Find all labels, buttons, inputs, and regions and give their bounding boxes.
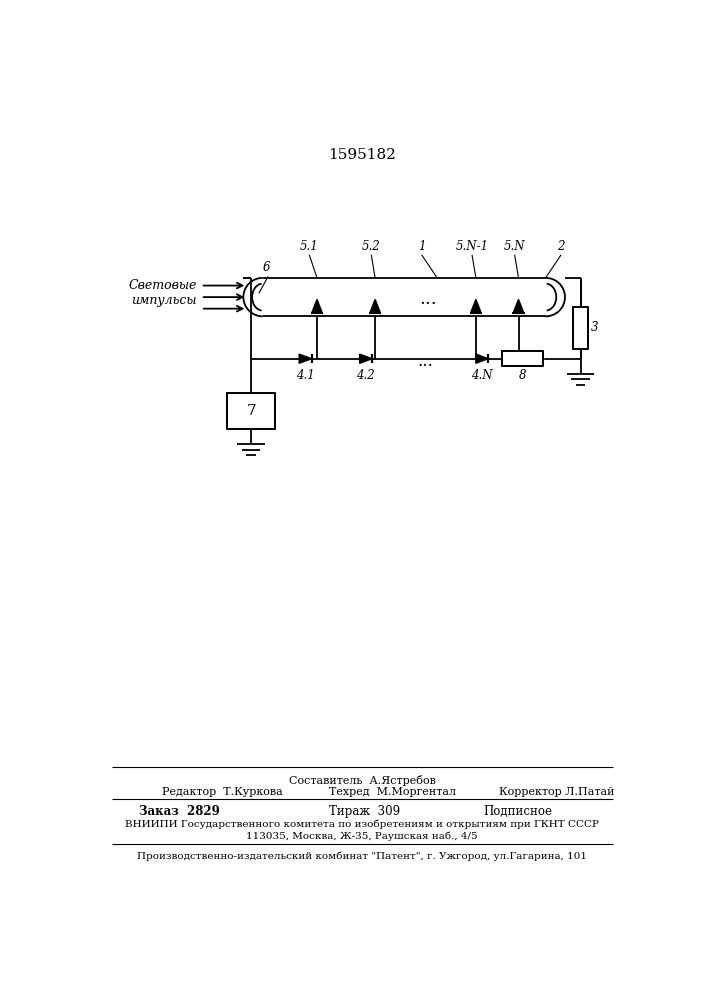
- Polygon shape: [312, 299, 322, 313]
- Text: ...: ...: [418, 353, 433, 370]
- Text: Составитель  А.Ястребов: Составитель А.Ястребов: [288, 774, 436, 786]
- Polygon shape: [370, 299, 380, 313]
- Text: 113035, Москва, Ж-35, Раушская наб., 4/5: 113035, Москва, Ж-35, Раушская наб., 4/5: [246, 831, 478, 841]
- Text: 1595182: 1595182: [328, 148, 396, 162]
- Text: Техред  М.Моргентал: Техред М.Моргентал: [329, 787, 455, 797]
- Polygon shape: [502, 351, 542, 366]
- Text: 5.N-1: 5.N-1: [455, 240, 489, 253]
- Polygon shape: [360, 354, 372, 363]
- Text: 1: 1: [418, 240, 426, 253]
- Text: 5.1: 5.1: [300, 240, 319, 253]
- Text: Подписное: Подписное: [484, 805, 553, 818]
- Polygon shape: [227, 393, 275, 429]
- Polygon shape: [513, 299, 524, 313]
- Text: Световые
импульсы: Световые импульсы: [129, 279, 197, 307]
- Text: Производственно-издательский комбинат "Патент", г. Ужгород, ул.Гагарина, 101: Производственно-издательский комбинат "П…: [137, 852, 587, 861]
- Text: ...: ...: [419, 290, 437, 308]
- Polygon shape: [470, 299, 481, 313]
- Text: Редактор  Т.Куркова: Редактор Т.Куркова: [162, 787, 283, 797]
- Text: 4.2: 4.2: [356, 369, 375, 382]
- Text: Заказ  2829: Заказ 2829: [139, 805, 219, 818]
- Text: 6: 6: [263, 261, 270, 274]
- Text: Корректор Л.Патай: Корректор Л.Патай: [499, 787, 614, 797]
- Text: 5.N: 5.N: [504, 240, 525, 253]
- Text: 3: 3: [591, 321, 599, 334]
- Polygon shape: [476, 354, 489, 363]
- Polygon shape: [573, 307, 588, 349]
- Text: 4.1: 4.1: [296, 369, 315, 382]
- Text: Тираж  309: Тираж 309: [329, 805, 399, 818]
- Polygon shape: [299, 354, 312, 363]
- Text: ВНИИПИ Государственного комитета по изобретениям и открытиям при ГКНТ СССР: ВНИИПИ Государственного комитета по изоб…: [125, 819, 599, 829]
- Text: 4.N: 4.N: [472, 369, 493, 382]
- Text: 7: 7: [246, 404, 256, 418]
- Text: 2: 2: [557, 240, 565, 253]
- Text: 5.2: 5.2: [362, 240, 380, 253]
- Text: 8: 8: [519, 369, 526, 382]
